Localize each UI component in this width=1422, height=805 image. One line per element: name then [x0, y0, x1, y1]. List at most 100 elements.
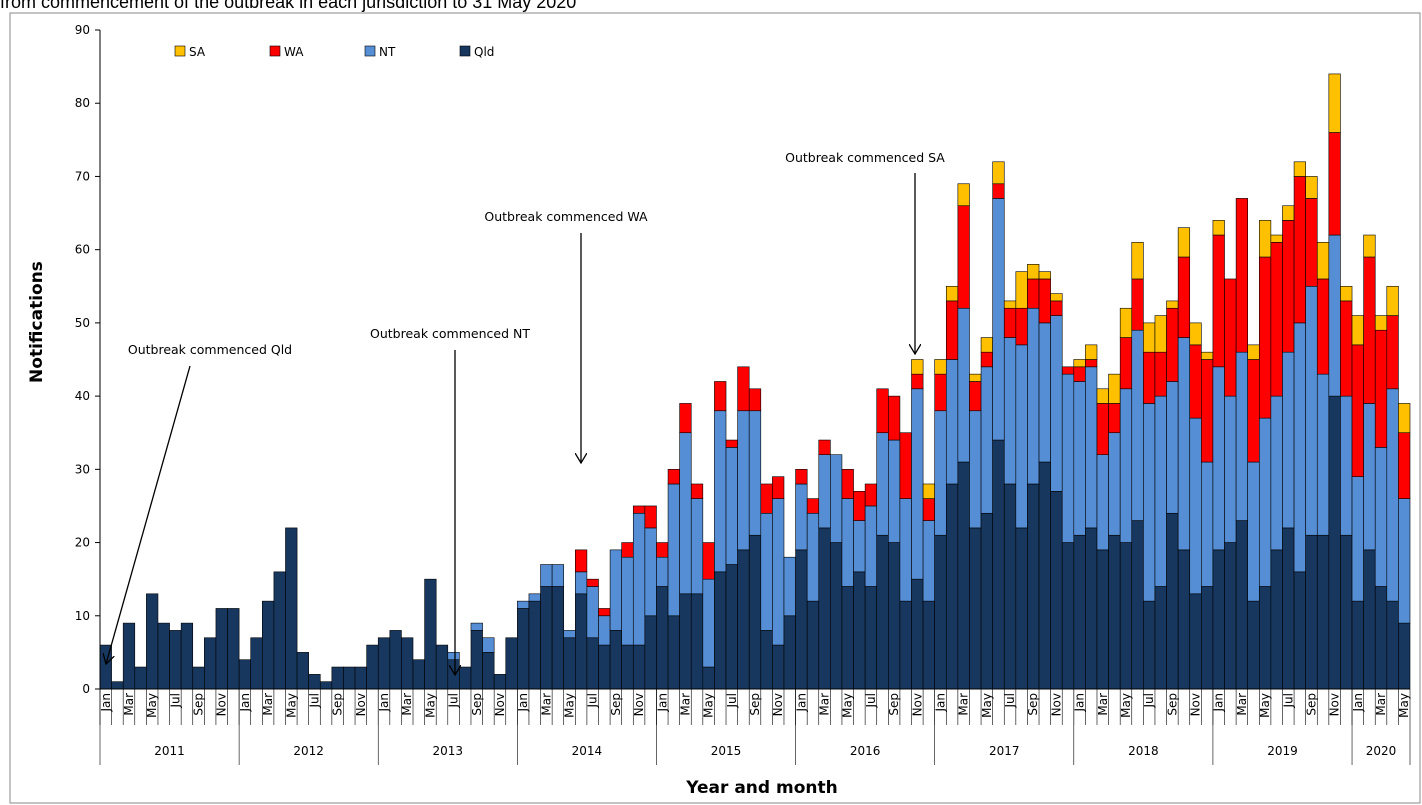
- bar-segment: [1247, 359, 1260, 463]
- bar-segment: [1328, 132, 1341, 236]
- bar-segment: [1305, 285, 1318, 536]
- bar-segment: [1166, 307, 1179, 382]
- bar-segment: [818, 439, 831, 455]
- x-tick-label: Jan: [238, 693, 252, 713]
- bar-segment: [957, 205, 970, 309]
- bar-segment: [586, 578, 599, 587]
- bar-segment: [1328, 73, 1341, 133]
- bar-segment: [1351, 344, 1364, 477]
- bar-segment: [702, 542, 715, 580]
- bar-segment: [725, 564, 738, 690]
- annotation: Outbreak commenced NT: [370, 326, 530, 341]
- bar-segment: [876, 534, 889, 690]
- bar-segment: [1247, 344, 1260, 360]
- bar-segment: [621, 556, 634, 646]
- x-tick-label: Sep: [609, 693, 623, 716]
- year-label: 2019: [1267, 744, 1298, 758]
- bar-segment: [1177, 337, 1191, 551]
- bar-segment: [969, 373, 982, 382]
- bar-segment: [957, 461, 970, 690]
- bar-segment: [957, 307, 970, 463]
- y-tick-label: 40: [75, 389, 90, 403]
- bar-segment: [470, 630, 483, 690]
- bar-segment: [1340, 300, 1353, 397]
- x-tick-label: Nov: [632, 693, 646, 716]
- bar-segment: [1224, 395, 1237, 543]
- x-tick-label: Mar: [1235, 693, 1249, 716]
- bar-segment: [1224, 542, 1237, 690]
- bar-segment: [146, 593, 159, 690]
- x-tick-label: Nov: [1328, 693, 1342, 716]
- bar-segment: [389, 630, 402, 690]
- bar-segment: [1293, 161, 1306, 177]
- bar-segment: [1038, 278, 1051, 324]
- x-tick-label: Nov: [910, 693, 924, 716]
- bar-segment: [551, 564, 565, 587]
- bar-segment: [632, 644, 646, 690]
- x-tick-label: May: [1397, 693, 1411, 718]
- bar-segment: [204, 637, 217, 690]
- bar-segment: [435, 644, 449, 690]
- bar-segment: [586, 586, 599, 639]
- bar-segment: [714, 381, 727, 412]
- x-tick-label: Jan: [1073, 693, 1087, 713]
- bar-segment: [1085, 527, 1098, 690]
- x-tick-label: Jan: [655, 693, 669, 713]
- bar-segment: [470, 622, 483, 631]
- bar-segment: [1328, 395, 1341, 690]
- bar-segment: [1270, 242, 1283, 397]
- bar-segment: [1305, 176, 1318, 199]
- bar-segment: [714, 410, 727, 573]
- bar-segment: [1038, 271, 1051, 280]
- x-tick-label: Mar: [818, 693, 832, 716]
- bar-segment: [806, 512, 820, 602]
- bar-segment: [1282, 220, 1295, 353]
- bar-segment: [748, 388, 762, 412]
- bar-segment: [1340, 285, 1353, 302]
- bar-segment: [1374, 315, 1388, 331]
- bar-segment: [1096, 454, 1109, 551]
- bar-segment: [192, 666, 205, 690]
- bar-segment: [911, 388, 924, 580]
- bar-segment: [934, 373, 947, 412]
- y-tick-label: 10: [75, 609, 90, 623]
- bar-segment: [1305, 198, 1318, 287]
- bar-segment: [818, 454, 831, 529]
- bar-segment: [1398, 498, 1411, 624]
- bar-segment: [702, 666, 715, 690]
- bar-segment: [1143, 351, 1156, 404]
- bar-segment: [1351, 476, 1364, 602]
- x-tick-label: Mar: [122, 693, 136, 716]
- bar-segment: [760, 483, 773, 514]
- bar-segment: [1258, 220, 1272, 258]
- bar-segment: [575, 593, 588, 690]
- bar-segment: [1108, 403, 1121, 434]
- bar-segment: [1050, 315, 1063, 492]
- x-tick-label: Jul: [1142, 693, 1156, 708]
- bar-segment: [725, 439, 738, 448]
- bar-segment: [1166, 300, 1179, 309]
- bar-segment: [1085, 366, 1098, 529]
- bar-segment: [1096, 549, 1109, 690]
- bar-segment: [888, 395, 901, 441]
- bar-segment: [679, 403, 692, 434]
- bar-segment: [1131, 329, 1144, 521]
- bar-segment: [969, 527, 982, 690]
- bar-segment: [551, 586, 565, 690]
- x-tick-label: Mar: [400, 693, 414, 716]
- x-tick-label: Jul: [307, 693, 321, 708]
- bar-segment: [1235, 198, 1248, 353]
- bar-segment: [1247, 600, 1260, 690]
- bar-segment: [609, 549, 622, 631]
- bar-segment: [1386, 600, 1399, 690]
- bar-segment: [528, 600, 541, 690]
- bar-segment: [250, 637, 263, 690]
- y-tick-label: 20: [75, 536, 90, 550]
- bar-segment: [227, 608, 240, 690]
- bar-segment: [911, 359, 924, 375]
- bar-segment: [911, 373, 924, 390]
- legend-label: NT: [379, 45, 396, 59]
- bar-segment: [922, 520, 935, 602]
- legend-swatch: [364, 45, 376, 57]
- x-tick-label: Mar: [261, 693, 275, 716]
